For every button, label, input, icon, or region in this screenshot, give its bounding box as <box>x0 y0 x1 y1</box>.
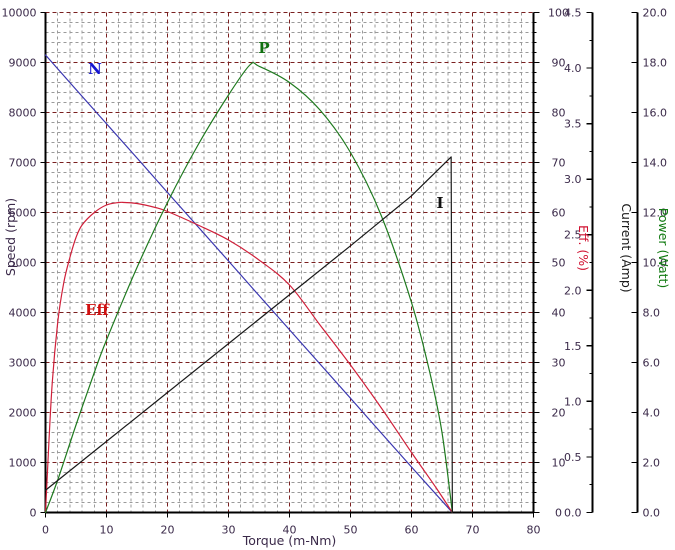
axis-titles: Speed (rpm) Eff. (%) Current (Amp) Power (W… <box>3 198 671 548</box>
power-tick-label: 20.0 <box>643 7 668 20</box>
axis-title-current: Current (Amp) <box>619 203 634 292</box>
speed-tick-label: 7000 <box>9 157 37 170</box>
current-tick-label: 4.0 <box>564 62 582 75</box>
power-tick-label: 18.0 <box>643 57 668 70</box>
curve-n <box>44 54 453 514</box>
tick-marks-and-labels: 0 10 20 30 40 50 60 70 8001000200030004000500060… <box>2 7 668 537</box>
curve-annotations: N Eff P I <box>85 39 443 319</box>
x-tick-label: 30 <box>222 524 236 537</box>
power-tick-label: 14.0 <box>643 157 668 170</box>
speed-tick-label: 10000 <box>2 7 37 20</box>
speed-tick-label: 4000 <box>9 307 37 320</box>
axis-title-speed: Speed (rpm) <box>3 198 18 276</box>
eff-tick-label: 80 <box>552 107 566 120</box>
speed-tick-label: 8000 <box>9 107 37 120</box>
power-tick-label: 12.0 <box>643 207 668 220</box>
power-tick-label: 2.0 <box>643 457 661 470</box>
speed-tick-label: 6000 <box>9 207 37 220</box>
current-tick-label: 3.5 <box>564 118 582 131</box>
eff-tick-label: 30 <box>552 357 566 370</box>
x-tick-label: 20 <box>161 524 175 537</box>
power-tick-label: 8.0 <box>643 307 661 320</box>
current-tick-label: 3.0 <box>564 173 582 186</box>
x-tick-label: 10 <box>100 524 114 537</box>
speed-tick-label: 3000 <box>9 357 37 370</box>
current-tick-label: 1.0 <box>564 395 582 408</box>
current-tick-label: 2.5 <box>564 229 582 242</box>
current-tick-label: 4.5 <box>564 7 582 20</box>
speed-tick-label: 0 <box>30 507 37 520</box>
power-tick-label: 4.0 <box>643 407 661 420</box>
speed-tick-label: 2000 <box>9 407 37 420</box>
axis-title-power: Power (Watt) <box>656 208 671 289</box>
speed-tick-label: 1000 <box>9 457 37 470</box>
curve-p <box>44 61 453 514</box>
x-tick-label: 60 <box>405 524 419 537</box>
speed-tick-label: 5000 <box>9 257 37 270</box>
eff-tick-label: 100 <box>548 7 569 20</box>
current-tick-label: 1.5 <box>564 340 582 353</box>
axis-title-torque: Torque (m-Nm) <box>242 533 337 548</box>
x-tick-label: 0 <box>42 524 49 537</box>
eff-tick-label: 0 <box>555 507 562 520</box>
annotation-n: N <box>88 60 102 78</box>
power-tick-label: 0.0 <box>643 507 661 520</box>
x-tick-label: 70 <box>466 524 480 537</box>
curve-eff <box>44 201 453 514</box>
minor-gridlines <box>45 12 534 513</box>
speed-tick-label: 9000 <box>9 57 37 70</box>
eff-tick-label: 60 <box>552 207 566 220</box>
x-tick-label: 50 <box>344 524 358 537</box>
current-tick-label: 0.0 <box>564 507 582 520</box>
axis-title-efficiency: Eff. (%) <box>576 225 591 271</box>
eff-tick-label: 70 <box>552 157 566 170</box>
power-tick-label: 16.0 <box>643 107 668 120</box>
x-tick-label: 40 <box>283 524 297 537</box>
eff-tick-label: 10 <box>552 457 566 470</box>
eff-tick-label: 50 <box>552 257 566 270</box>
eff-tick-label: 40 <box>552 307 566 320</box>
data-curves <box>44 54 453 514</box>
annotation-p: P <box>258 39 269 57</box>
curve-i <box>44 156 453 514</box>
annotation-eff: Eff <box>85 301 110 319</box>
current-tick-label: 2.0 <box>564 284 582 297</box>
annotation-i: I <box>436 194 443 212</box>
power-tick-label: 10.0 <box>643 257 668 270</box>
power-tick-label: 6.0 <box>643 357 661 370</box>
current-tick-label: 0.5 <box>564 451 582 464</box>
eff-tick-label: 20 <box>552 407 566 420</box>
eff-tick-label: 90 <box>552 57 566 70</box>
x-tick-label: 80 <box>527 524 541 537</box>
